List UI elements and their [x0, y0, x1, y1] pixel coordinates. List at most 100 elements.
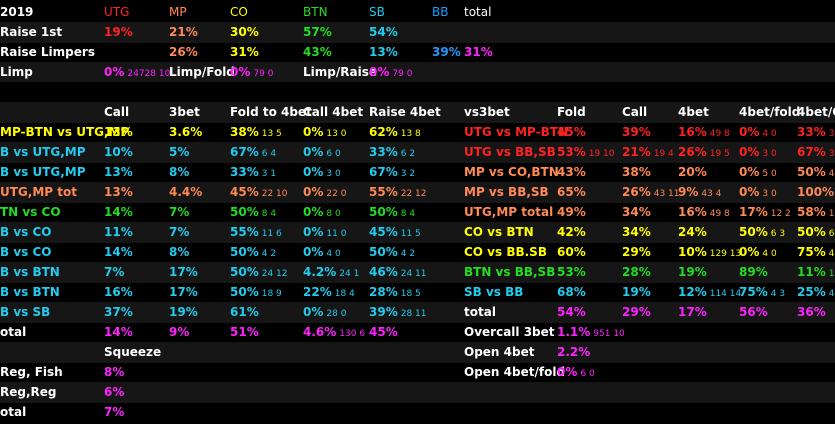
stat-value: 75%: [797, 245, 826, 259]
stat-value: 9%: [169, 325, 190, 339]
stat-sample-count: 22 0: [326, 189, 347, 199]
stat-value: 28%: [369, 285, 398, 299]
stat-value: MP-BTN vs UTG,MP: [0, 125, 130, 139]
stat-value: 62%: [369, 125, 398, 139]
stat-value: 0%: [303, 125, 324, 139]
stat-value: UTG vs MP-BTN: [464, 125, 568, 139]
stat-value: Call 4bet: [303, 105, 364, 119]
stat-value: BTN: [303, 5, 328, 19]
stat-value: 53%: [557, 265, 586, 279]
stats-row: B vs CO 11% 7% 55% 11 6 0% 11 0 45% 11 5 CO vs BT…: [0, 222, 835, 243]
stat-value: 0%: [739, 245, 760, 259]
stat-cell: TN vs CO: [0, 202, 61, 223]
stat-cell: 16% 49 8: [678, 202, 730, 223]
stat-value: 0%: [104, 65, 125, 79]
stat-value: 39%: [432, 45, 461, 59]
stat-value: 31%: [230, 45, 259, 59]
stat-sample-count: 24 12: [261, 269, 288, 279]
stat-cell: 3bet: [169, 102, 200, 123]
stat-sample-count: 6 0: [326, 149, 341, 159]
stat-cell: UTG,MP total: [464, 202, 553, 223]
stat-cell: 67%3 2: [797, 142, 835, 163]
stat-cell: 0% 4 0: [739, 122, 777, 143]
stat-value: 26%: [678, 145, 707, 159]
stat-cell: 34%: [622, 222, 651, 243]
stat-value: 67%: [369, 165, 398, 179]
stats-row: B vs UTG,MP 10% 5% 67% 6 4 0% 6 0 33% 6 2 UTG vs …: [0, 142, 835, 163]
stat-cell: Overcall 3bet: [464, 322, 555, 343]
stat-sample-count: 19: [828, 269, 835, 279]
stat-value: 38%: [622, 165, 651, 179]
stat-value: 10%: [678, 245, 707, 259]
stat-sample-count: 129 13: [709, 249, 742, 259]
stat-cell: UTG: [104, 2, 129, 23]
stat-value: 33%: [369, 145, 398, 159]
stat-sample-count: 4 3: [770, 289, 786, 299]
stat-value: 5%: [169, 145, 190, 159]
stat-sample-count: 3 0: [762, 189, 777, 199]
stat-sample-count: 3 1: [828, 129, 835, 139]
stat-value: 14%: [104, 205, 133, 219]
stat-value: 37%: [104, 305, 133, 319]
stat-value: 43%: [557, 165, 586, 179]
stat-cell: 14%: [104, 322, 133, 343]
stats-row: Reg, Fish 8% Open 4bet/fold 0% 6 0: [0, 362, 835, 383]
stat-cell: Fold: [557, 102, 586, 123]
stat-value: 0%: [303, 225, 324, 239]
stat-cell: 39%: [432, 42, 461, 63]
stat-sample-count: 24 11: [400, 269, 427, 279]
stat-value: SB vs BB: [464, 285, 524, 299]
stat-cell: 45%: [557, 122, 586, 143]
stat-value: 19%: [678, 265, 707, 279]
stat-cell: 19%: [678, 262, 707, 283]
stat-cell: 7%: [104, 262, 124, 283]
stat-cell: 55% 22 12: [369, 182, 427, 203]
stat-cell: 4.6% 130 6: [303, 322, 365, 343]
stat-cell: 43%: [303, 42, 332, 63]
stats-row: MP-BTN vs UTG,MP 13% 3.6% 38% 13 5 0% 13 0 62% 1…: [0, 122, 835, 143]
stat-cell: 26% 19 5: [678, 142, 730, 163]
stat-sample-count: 4 0: [762, 129, 777, 139]
stat-cell: 26% 43 11: [622, 182, 680, 203]
stat-value: 57%: [303, 25, 332, 39]
stat-cell: MP-BTN vs UTG,MP: [0, 122, 129, 143]
stats-row: 2019 UTG MP CO BTN SB BB total: [0, 2, 835, 23]
stat-cell: 46% 24 11: [369, 262, 427, 283]
stat-value: vs3bet: [464, 105, 510, 119]
stat-value: B vs CO: [0, 225, 52, 239]
stats-row: B vs BTN 16% 17% 50% 18 9 22% 18 4 28% 18 5 SB vs…: [0, 282, 835, 303]
stat-sample-count: 18 9: [261, 289, 282, 299]
stat-cell: 55% 11 6: [230, 222, 282, 243]
stat-value: 30%: [230, 25, 259, 39]
stat-value: 17%: [739, 205, 768, 219]
stat-cell: MP: [169, 2, 187, 23]
stat-value: Squeeze: [104, 345, 162, 359]
stat-cell: 0% 79 0: [230, 62, 273, 83]
stat-value: 0%: [739, 125, 760, 139]
stat-sample-count: 79 0: [253, 69, 274, 79]
stat-cell: 33% 6 2: [369, 142, 415, 163]
stat-value: 51%: [230, 325, 259, 339]
stat-cell: 68%: [557, 282, 586, 303]
stat-value: CO vs BB.SB: [464, 245, 547, 259]
stats-row: Limp 0% 24728 10 Limp/Fold 0% 79 0 Limp/Raise 0…: [0, 62, 835, 83]
stat-sample-count: 22 10: [261, 189, 288, 199]
stat-sample-count: 4 0: [762, 249, 777, 259]
stat-sample-count: 19 5: [709, 149, 730, 159]
stat-value: B vs BTN: [0, 285, 60, 299]
stat-cell: 53% 19 10: [557, 142, 615, 163]
stat-cell: UTG vs BB,SB: [464, 142, 556, 163]
stat-sample-count: 4 2: [261, 249, 277, 259]
stat-value: 28%: [622, 265, 651, 279]
stat-value: 0%: [230, 65, 251, 79]
stat-value: total: [464, 5, 492, 19]
stat-sample-count: 3 0: [326, 169, 341, 179]
stat-sample-count: 114 14: [709, 289, 742, 299]
stat-cell: B vs BTN: [0, 262, 60, 283]
stat-cell: 38% 13 5: [230, 122, 282, 143]
stat-value: 4bet/fold: [739, 105, 801, 119]
stat-sample-count: 49 8: [709, 209, 730, 219]
stat-value: 16%: [678, 205, 707, 219]
stat-value: 0%: [557, 365, 578, 379]
stat-cell: 0% 4 0: [303, 242, 341, 263]
